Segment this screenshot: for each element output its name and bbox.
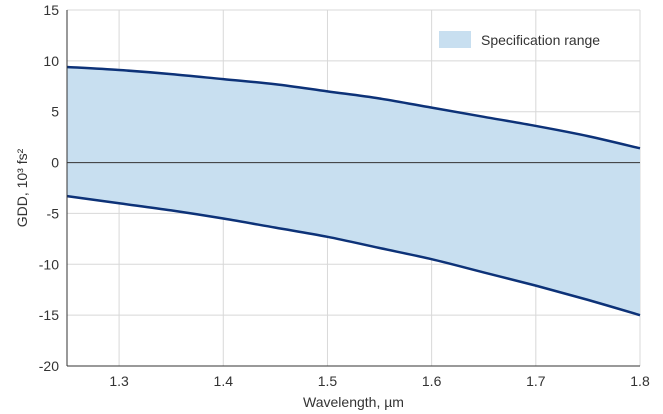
legend-swatch	[439, 31, 471, 48]
boundary-lines	[66, 65, 641, 317]
tick-labels: 1.3 1.4 1.5 1.6 1.7 1.8 15 10 5 0 -5 -10 -15 -20	[39, 2, 650, 389]
y-tick-label: 10	[43, 53, 59, 69]
x-tick-label: 1.6	[422, 373, 442, 389]
y-tick-label: -20	[39, 358, 59, 374]
x-tick-label: 1.8	[630, 373, 650, 389]
legend: Specification range	[439, 31, 600, 48]
y-tick-label: 0	[51, 155, 59, 171]
upper-boundary-line	[66, 65, 641, 150]
x-tick-label: 1.4	[214, 373, 234, 389]
legend-label: Specification range	[481, 32, 600, 48]
y-tick-label: -10	[39, 256, 59, 272]
y-tick-label: -5	[47, 205, 60, 221]
y-axis-title: GDD, 10³ fs²	[14, 148, 30, 227]
x-tick-label: 1.5	[318, 373, 338, 389]
x-tick-label: 1.3	[109, 373, 129, 389]
lower-boundary-line	[66, 194, 641, 317]
y-tick-label: -15	[39, 307, 59, 323]
y-tick-label: 5	[51, 104, 59, 120]
specification-band	[67, 66, 640, 316]
x-tick-label: 1.7	[526, 373, 546, 389]
axes	[66, 10, 640, 367]
y-tick-label: 15	[43, 2, 59, 18]
x-axis-title: Wavelength, µm	[303, 394, 404, 410]
band-fill	[67, 66, 640, 316]
